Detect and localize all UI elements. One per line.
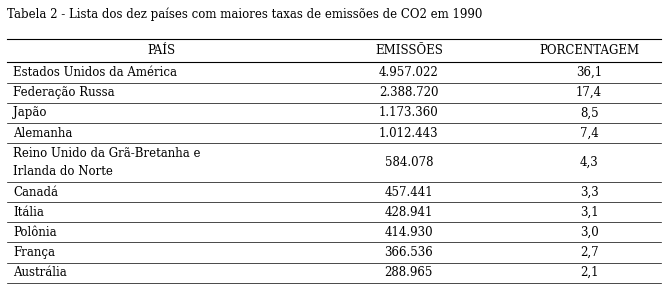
Text: 4,3: 4,3	[580, 156, 599, 169]
Text: 457.441: 457.441	[385, 185, 433, 199]
Text: Japão: Japão	[13, 106, 47, 120]
Text: 17,4: 17,4	[576, 86, 603, 99]
Text: 3,1: 3,1	[580, 206, 599, 219]
Text: 2,7: 2,7	[580, 246, 599, 259]
Text: 288.965: 288.965	[385, 266, 433, 279]
Text: 428.941: 428.941	[385, 206, 433, 219]
Text: Estados Unidos da América: Estados Unidos da América	[13, 66, 178, 79]
Text: 1.173.360: 1.173.360	[379, 106, 439, 120]
Text: 584.078: 584.078	[385, 156, 433, 169]
Text: 8,5: 8,5	[580, 106, 599, 120]
Text: 2,1: 2,1	[580, 266, 599, 279]
Text: 4.957.022: 4.957.022	[379, 66, 439, 79]
Text: EMISSÕES: EMISSÕES	[375, 44, 443, 57]
Text: Reino Unido da Grã-Bretanha e: Reino Unido da Grã-Bretanha e	[13, 147, 201, 160]
Text: 414.930: 414.930	[385, 226, 433, 239]
Text: PAÍS: PAÍS	[148, 44, 176, 57]
Text: 366.536: 366.536	[385, 246, 433, 259]
Text: 1.012.443: 1.012.443	[379, 126, 439, 140]
Text: 7,4: 7,4	[580, 126, 599, 140]
Text: Polônia: Polônia	[13, 226, 57, 239]
Text: 3,0: 3,0	[580, 226, 599, 239]
Text: Austrália: Austrália	[13, 266, 67, 279]
Text: Federação Russa: Federação Russa	[13, 86, 115, 99]
Text: Itália: Itália	[13, 206, 44, 219]
Text: Tabela 2 - Lista dos dez países com maiores taxas de emissões de CO2 em 1990: Tabela 2 - Lista dos dez países com maio…	[7, 7, 482, 21]
Text: PORCENTAGEM: PORCENTAGEM	[539, 44, 639, 57]
Text: Canadá: Canadá	[13, 185, 58, 199]
Text: 36,1: 36,1	[576, 66, 603, 79]
Text: 2.388.720: 2.388.720	[379, 86, 439, 99]
Text: França: França	[13, 246, 55, 259]
Text: 3,3: 3,3	[580, 185, 599, 199]
Text: Irlanda do Norte: Irlanda do Norte	[13, 165, 114, 178]
Text: Alemanha: Alemanha	[13, 126, 73, 140]
